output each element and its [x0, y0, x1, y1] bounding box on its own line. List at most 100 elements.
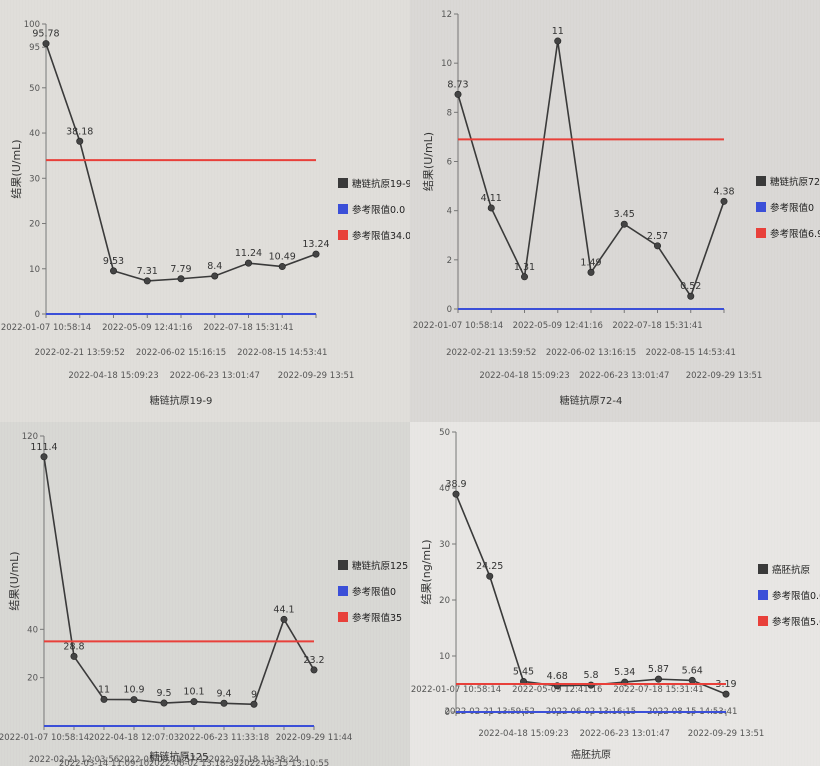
- data-point: [687, 292, 695, 300]
- x-axis-title: 糖链抗原72-4: [560, 394, 623, 407]
- y-tick-label: 10: [29, 265, 40, 275]
- y-tick-label: 40: [27, 625, 38, 635]
- y-axis-title: 结果(U/mL): [10, 139, 23, 198]
- data-label: 24.25: [476, 561, 503, 572]
- x-tick-label: 2022-01-07 10:58:14: [411, 685, 501, 695]
- data-label: 2.57: [647, 231, 668, 242]
- y-tick-label: 0: [445, 708, 450, 718]
- legend-label: 糖链抗原72-4: [770, 176, 820, 188]
- legend-swatch: [338, 230, 348, 240]
- x-tick-label: 2022-07-18 15:31:41: [203, 323, 293, 333]
- x-tick-label: 2022-04-18 15:09:23: [68, 371, 158, 381]
- data-point: [487, 204, 495, 212]
- chart-panel-4: 0 10 20 30 40 50 结果(ng/mL) 2022-01-07 10:58:14 2…: [410, 422, 820, 766]
- data-point: [486, 572, 494, 580]
- x-tick-label: 2022-02-21 12:03:56: [29, 755, 119, 765]
- x-tick-label: 2022-04-18 15:09:23: [479, 371, 569, 381]
- x-tick-label: 2022-05-09 12:41:16: [512, 685, 602, 695]
- data-point: [220, 699, 228, 707]
- x-tick-label: 2022-04-18 12:07:03: [89, 733, 179, 743]
- legend-label: 癌胚抗原: [772, 564, 810, 576]
- legend-label: 参考限值35: [352, 612, 402, 624]
- y-axis-title: 结果(ng/mL): [420, 539, 433, 604]
- y-tick-label: 0: [35, 310, 40, 320]
- legend-label: 参考限值0.0: [772, 590, 820, 602]
- x-tick-label: 2022-07-18 15:31:41: [613, 685, 703, 695]
- y-tick-label: 120: [22, 432, 38, 442]
- data-label: 28.8: [63, 641, 84, 652]
- data-point: [655, 675, 663, 683]
- data-point: [452, 490, 460, 498]
- data-label: 44.1: [273, 604, 294, 615]
- chart-panel-1: 0 10 20 30 40 50 95 100 结果(U/mL) 2022-01-07 10:58…: [0, 0, 410, 422]
- chart-panel-2: 0 2 4 6 8 10 12 结果(U/mL) 2022-01-07 10:58:14 2022…: [410, 0, 820, 422]
- data-point: [76, 137, 84, 145]
- x-tick-label: 2022-05-09 11:57:12: [119, 755, 209, 765]
- legend-label: 参考限值6.9: [770, 228, 820, 240]
- data-point: [177, 275, 185, 283]
- x-tick-label: 2022-01-07 10:58:14: [0, 733, 89, 743]
- x-tick-label: 2022-06-02 13:16:15: [546, 348, 636, 358]
- y-tick-label: 50: [29, 84, 40, 94]
- data-point: [250, 700, 258, 708]
- y-tick-label: 0: [447, 305, 452, 315]
- y-tick-label: 20: [439, 596, 450, 606]
- data-point: [160, 699, 168, 707]
- data-label: 11: [552, 26, 564, 37]
- x-tick-label: 2022-07-18 11:38:24: [209, 755, 299, 765]
- chart-svg-4: 0 10 20 30 40 50 结果(ng/mL) 2022-01-07 10:58:14 2…: [410, 422, 820, 766]
- legend-swatch: [758, 616, 768, 626]
- data-point: [312, 250, 320, 258]
- legend-swatch: [338, 178, 348, 188]
- x-axis-title: 癌胚抗原: [571, 748, 611, 761]
- x-tick-label: 2022-08-15 14:53:41: [237, 348, 327, 358]
- x-tick-label: 2022-01-07 10:58:14: [413, 321, 503, 331]
- data-label: 9.53: [103, 256, 124, 267]
- x-tick-label: 2022-06-02 15:16:15: [136, 348, 226, 358]
- legend-swatch: [756, 176, 766, 186]
- data-point: [143, 277, 151, 285]
- data-point: [280, 615, 288, 623]
- y-tick-label: 20: [27, 674, 38, 684]
- data-label: 4.38: [713, 186, 734, 197]
- x-axis-title: 糖链抗原19-9: [150, 394, 213, 407]
- data-label: 5.64: [682, 665, 703, 676]
- data-point: [211, 272, 219, 280]
- y-axis-title: 结果(U/mL): [8, 551, 21, 610]
- x-tick-label: 2022-06-23 13:01:47: [170, 371, 260, 381]
- x-tick-label: 2022-09-29 11:44: [276, 733, 353, 743]
- data-label: 38.18: [66, 126, 93, 137]
- data-label: 7.79: [170, 264, 191, 275]
- x-tick-label: 2022-03-14 11:09:10: [59, 759, 149, 766]
- x-tick-label: 2022-06-23 13:01:47: [579, 371, 669, 381]
- legend-label: 参考限值0.0: [352, 204, 405, 216]
- x-tick-label: 2022-01-07 10:58:14: [1, 323, 91, 333]
- y-tick-label: 2: [447, 256, 452, 266]
- data-label: 1.31: [514, 262, 535, 273]
- chart-svg-2: 0 2 4 6 8 10 12 结果(U/mL) 2022-01-07 10:58:14 2022…: [410, 0, 820, 422]
- x-tick-label: 2022-08-15 14:53:41: [646, 348, 736, 358]
- data-point: [70, 652, 78, 660]
- data-label: 95.78: [32, 29, 59, 40]
- legend-swatch: [758, 590, 768, 600]
- data-label: 38.9: [445, 479, 466, 490]
- data-point: [521, 273, 529, 281]
- series-line-1: [43, 456, 315, 706]
- y-tick-label: 40: [29, 129, 40, 139]
- legend-label: 糖链抗原125: [352, 560, 408, 572]
- x-tick-label: 2022-09-29 13:51: [686, 371, 763, 381]
- y-tick-label: 6: [447, 158, 452, 168]
- data-point: [722, 690, 730, 698]
- legend-swatch: [338, 560, 348, 570]
- y-tick-label: 20: [29, 220, 40, 230]
- data-point: [190, 698, 198, 706]
- y-tick-label: 10: [441, 59, 452, 69]
- x-tick-label: 2022-02-21 13:59:52: [35, 348, 125, 358]
- x-tick-label: 2022-06-23 11:33:18: [179, 733, 269, 743]
- legend-label: 参考限值5.0: [772, 616, 820, 628]
- data-point: [42, 40, 50, 48]
- data-label: 5.8: [583, 670, 598, 681]
- y-axis-title: 结果(U/mL): [422, 132, 435, 191]
- y-tick-label: 100: [24, 20, 40, 30]
